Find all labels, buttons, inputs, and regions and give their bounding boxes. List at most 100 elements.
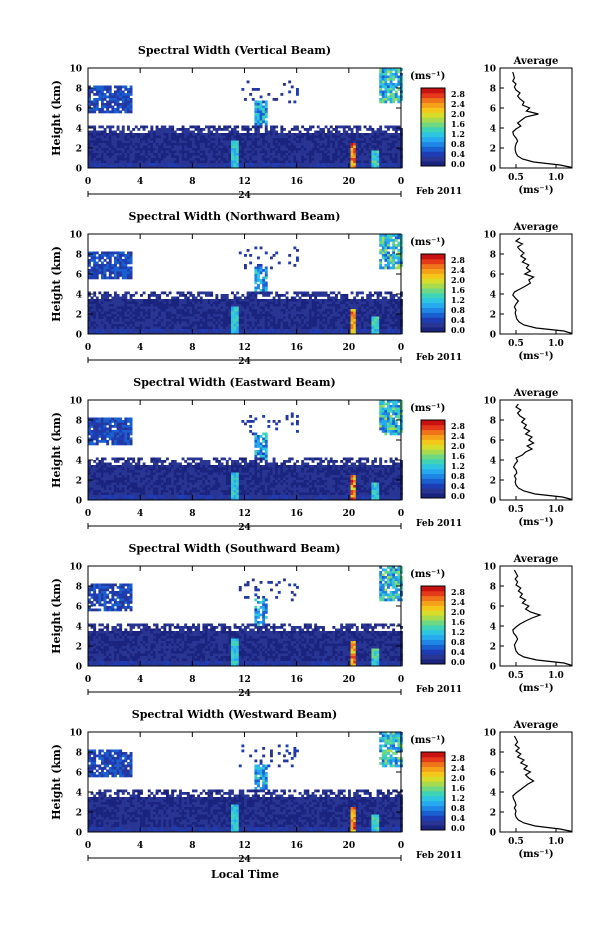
profile-x-tick-label: 1.0 <box>548 505 564 515</box>
colorbar-unit: (ms⁻¹) <box>410 403 445 414</box>
panel-4: Spectral Width (Southward Beam)0246810He… <box>50 542 573 699</box>
y-tick-label: 6 <box>76 271 82 281</box>
y-tick-label: 0 <box>76 663 82 673</box>
colorbar-swatch <box>421 615 445 621</box>
profile-y-tick-label: 8 <box>490 85 496 95</box>
x-tick-label: 12 <box>238 841 251 851</box>
profile-y-tick-label: 0 <box>490 829 496 839</box>
colorbar-swatch <box>421 420 445 426</box>
y-tick-label: 10 <box>69 563 82 573</box>
month-label: Feb 2011 <box>416 353 462 363</box>
profile-y-tick-label: 8 <box>490 583 496 593</box>
profile-y-tick-label: 6 <box>490 437 496 447</box>
x-tick-label: 12 <box>238 177 251 187</box>
panel-title: Spectral Width (Northward Beam) <box>129 210 341 223</box>
x-axis-label-local-time: Local Time <box>211 868 279 881</box>
y-axis-label: Height (km) <box>50 412 63 488</box>
x-tick-label: 12 <box>238 509 251 519</box>
colorbar-swatch <box>421 586 445 592</box>
colorbar-swatch <box>421 131 445 138</box>
colorbar-tick-label: 2.4 <box>451 265 465 275</box>
colorbar-swatch <box>421 297 445 304</box>
colorbar-swatch <box>421 805 445 811</box>
colorbar-tick-label: 0.8 <box>451 139 465 149</box>
y-axis-label: Height (km) <box>50 80 63 156</box>
y-tick-label: 8 <box>76 583 82 593</box>
profile-frame <box>499 565 573 667</box>
colorbar-unit: (ms⁻¹) <box>410 71 445 82</box>
profile-y-tick-label: 10 <box>483 231 496 241</box>
colorbar-swatch <box>421 146 445 152</box>
colorbar-swatch <box>421 268 445 274</box>
y-tick-label: 0 <box>76 829 82 839</box>
colorbar-tick-label: 2.4 <box>451 99 465 109</box>
x-tick-label: 0 <box>85 177 91 187</box>
profile-y-tick-label: 10 <box>483 563 496 573</box>
profile-y-tick-label: 4 <box>490 623 496 633</box>
x-tick-label: 20 <box>343 343 356 353</box>
profile-y-tick-label: 0 <box>490 331 496 341</box>
colorbar-tick-label: 2.4 <box>451 431 465 441</box>
y-tick-label: 2 <box>76 311 82 321</box>
colorbar-tick-label: 2.0 <box>451 441 465 451</box>
profile-frame <box>499 67 573 169</box>
colorbar-tick-label: 2.0 <box>451 773 465 783</box>
heatmap-field <box>88 400 403 501</box>
heatmap-field <box>88 234 403 335</box>
y-tick-label: 4 <box>76 457 82 467</box>
heatmap-field <box>88 732 403 833</box>
panel-3: Spectral Width (Eastward Beam)0246810Hei… <box>50 376 573 533</box>
colorbar-swatch <box>421 156 445 162</box>
colorbar-tick-label: 1.2 <box>451 627 465 637</box>
profile-x-label: (ms⁻¹) <box>518 351 553 362</box>
profile-x-label: (ms⁻¹) <box>518 185 553 196</box>
x-tick-label: 16 <box>290 841 303 851</box>
y-tick-label: 10 <box>69 397 82 407</box>
colorbar-unit: (ms⁻¹) <box>410 237 445 248</box>
x-tick-label: 0 <box>398 343 404 353</box>
colorbar-swatch <box>421 473 445 479</box>
profile-y-tick-label: 0 <box>490 663 496 673</box>
colorbar-tick-label: 1.2 <box>451 793 465 803</box>
x-tick-label: 4 <box>137 841 143 851</box>
profile-x-tick-label: 1.0 <box>548 671 564 681</box>
profile-y-tick-label: 10 <box>483 729 496 739</box>
y-tick-label: 2 <box>76 643 82 653</box>
colorbar-tick-label: 1.6 <box>451 451 465 461</box>
colorbar-tick-label: 0.4 <box>451 647 465 657</box>
x-tick-label: 4 <box>137 509 143 519</box>
profile-y-tick-label: 4 <box>490 125 496 135</box>
colorbar-tick-label: 1.6 <box>451 285 465 295</box>
colorbar-swatch <box>421 600 445 606</box>
profile-line <box>512 735 573 833</box>
x-tick-label: 4 <box>137 343 143 353</box>
colorbar-swatch <box>421 429 445 436</box>
month-label: Feb 2011 <box>416 187 462 197</box>
profile-x-label: (ms⁻¹) <box>518 517 553 528</box>
x-tick-label: 4 <box>137 177 143 187</box>
colorbar-swatch <box>421 795 445 802</box>
colorbar-swatch <box>421 595 445 602</box>
x-tick-label: 12 <box>238 675 251 685</box>
colorbar-tick-label: 0.8 <box>451 471 465 481</box>
profile-y-tick-label: 2 <box>490 477 496 487</box>
profile-y-tick-label: 6 <box>490 105 496 115</box>
colorbar-tick-label: 2.0 <box>451 109 465 119</box>
colorbar-swatch <box>421 483 445 489</box>
colorbar-tick-label: 2.8 <box>451 587 465 597</box>
x-tick-label: 8 <box>189 675 195 685</box>
profile-x-tick-label: 0.5 <box>508 505 524 515</box>
colorbar-swatch <box>421 302 445 309</box>
x-tick-label: 0 <box>398 177 404 187</box>
date-label: 24 <box>238 689 251 699</box>
heatmap-field <box>88 68 403 169</box>
y-tick-label: 6 <box>76 437 82 447</box>
x-tick-label: 20 <box>343 509 356 519</box>
colorbar-swatch <box>421 659 445 665</box>
colorbar-swatch <box>421 136 445 143</box>
x-tick-label: 0 <box>85 509 91 519</box>
profile-y-tick-label: 0 <box>490 165 496 175</box>
profile-line <box>512 403 573 501</box>
x-tick-label: 0 <box>85 343 91 353</box>
colorbar-tick-label: 0.8 <box>451 637 465 647</box>
